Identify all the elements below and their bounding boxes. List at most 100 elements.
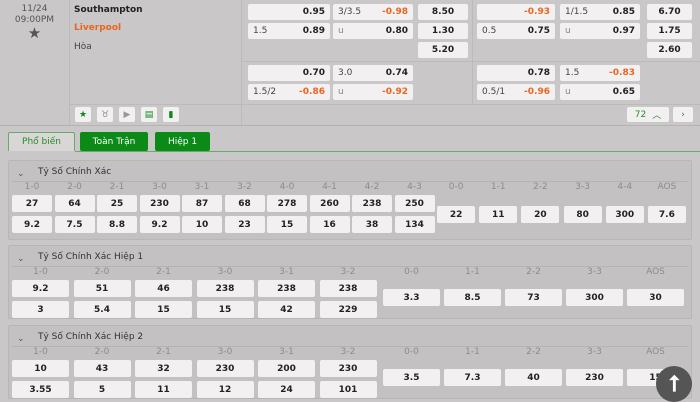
odds-cell[interactable]: u 0.65 — [560, 84, 640, 100]
score-odds[interactable]: 64 — [54, 195, 95, 212]
score-odds[interactable]: 87 — [182, 195, 222, 212]
more-markets-button[interactable]: 72 ︿ — [627, 107, 669, 122]
score-odds[interactable]: 10 — [182, 216, 222, 233]
score-odds[interactable]: 51 — [73, 280, 131, 297]
home-team[interactable]: Southampton — [74, 5, 143, 15]
odds-cell[interactable]: -0.93 — [477, 4, 555, 20]
lion-icon[interactable]: ♉ — [97, 107, 113, 122]
score-odds[interactable]: 24 — [258, 381, 315, 398]
score-odds[interactable]: 7.5 — [54, 216, 95, 233]
odds-cell[interactable]: u 0.80 — [333, 23, 413, 39]
odds-cell[interactable]: 0.5 0.75 — [477, 23, 555, 39]
stats-icon[interactable]: ▮ — [163, 107, 179, 122]
score-odds[interactable]: 300 — [605, 206, 644, 223]
odds-cell[interactable]: 1/1.5 0.85 — [560, 4, 640, 20]
score-odds[interactable]: 73 — [505, 289, 562, 306]
score-odds[interactable]: 230 — [196, 360, 254, 377]
score-odds[interactable]: 23 — [224, 216, 265, 233]
odds-cell[interactable]: 3/3.5 -0.98 — [333, 4, 413, 20]
score-odds[interactable]: 238 — [352, 195, 392, 212]
score-odds[interactable]: 7.3 — [444, 369, 501, 386]
score-odds[interactable]: 5 — [73, 381, 131, 398]
score-odds[interactable]: 11 — [479, 206, 518, 223]
odds-cell[interactable]: 1.5/2 -0.86 — [248, 84, 330, 100]
scoreboard-icon[interactable]: ▤ — [141, 107, 157, 122]
score-odds[interactable]: 25 — [97, 195, 137, 212]
score-odds[interactable]: 43 — [73, 360, 131, 377]
score-odds[interactable]: 15 — [196, 301, 254, 318]
score-odds[interactable]: 134 — [394, 216, 435, 233]
tab-toan-tran[interactable]: Toàn Trận — [80, 132, 148, 151]
score-odds[interactable]: 20 — [521, 206, 560, 223]
score-odds[interactable]: 230 — [319, 360, 377, 377]
odds-cell[interactable]: 3.0 0.74 — [333, 65, 413, 81]
score-odds[interactable]: 8.8 — [97, 216, 137, 233]
chevron-down-icon[interactable]: ⌄ — [17, 254, 25, 264]
odds-cell[interactable]: 2.60 — [647, 42, 692, 58]
odds-cell[interactable]: 0.5/1 -0.96 — [477, 84, 555, 100]
score-odds[interactable]: 38 — [352, 216, 392, 233]
score-odds[interactable]: 68 — [224, 195, 265, 212]
score-odds[interactable]: 3 — [12, 301, 69, 318]
score-odds[interactable]: 32 — [135, 360, 192, 377]
odds-cell[interactable]: 0.78 — [477, 65, 555, 81]
score-odds[interactable]: 16 — [309, 216, 350, 233]
chevron-down-icon[interactable]: ⌄ — [17, 334, 25, 344]
odds-cell[interactable]: 1.5 -0.83 — [560, 65, 640, 81]
score-odds[interactable]: 229 — [319, 301, 377, 318]
score-odds[interactable]: 278 — [267, 195, 307, 212]
score-odds[interactable]: 230 — [566, 369, 623, 386]
score-odds[interactable]: 3.55 — [12, 381, 69, 398]
odds-value: 0.97 — [612, 26, 635, 36]
star-icon[interactable]: ★ — [75, 107, 91, 122]
odds-cell[interactable]: 8.50 — [418, 4, 468, 20]
favorite-star-icon[interactable]: ★ — [27, 24, 42, 42]
score-odds[interactable]: 300 — [566, 289, 623, 306]
odds-cell[interactable]: u -0.92 — [333, 84, 413, 100]
score-odds[interactable]: 42 — [258, 301, 315, 318]
tab-pho-bien[interactable]: Phổ biến — [8, 132, 75, 151]
score-odds[interactable]: 22 — [437, 206, 476, 223]
score-odds[interactable]: 101 — [319, 381, 377, 398]
score-odds[interactable]: 3.3 — [383, 289, 440, 306]
score-odds[interactable]: 5.4 — [73, 301, 131, 318]
score-odds[interactable]: 15 — [135, 301, 192, 318]
away-team[interactable]: Liverpool — [74, 23, 122, 33]
odds-cell[interactable]: 1.5 0.89 — [248, 23, 330, 39]
score-odds[interactable]: 80 — [563, 206, 602, 223]
odds-value: -0.93 — [524, 7, 550, 17]
tab-hiep-1[interactable]: Hiệp 1 — [155, 132, 210, 151]
score-odds[interactable]: 238 — [258, 280, 315, 297]
score-odds[interactable]: 7.6 — [647, 206, 686, 223]
score-odds[interactable]: 30 — [627, 289, 684, 306]
play-icon[interactable]: ▶ — [119, 107, 135, 122]
score-odds[interactable]: 238 — [196, 280, 254, 297]
score-odds[interactable]: 11 — [135, 381, 192, 398]
score-odds[interactable]: 9.2 — [139, 216, 180, 233]
score-odds[interactable]: 15 — [267, 216, 307, 233]
score-odds[interactable]: 3.5 — [383, 369, 440, 386]
odds-cell[interactable]: u 0.97 — [560, 23, 640, 39]
odds-cell[interactable]: 5.20 — [418, 42, 468, 58]
odds-cell[interactable]: 6.70 — [647, 4, 692, 20]
score-odds[interactable]: 238 — [319, 280, 377, 297]
score-odds[interactable]: 8.5 — [444, 289, 501, 306]
score-odds[interactable]: 27 — [12, 195, 52, 212]
score-odds[interactable]: 9.2 — [12, 280, 69, 297]
chevron-right-icon[interactable]: › — [673, 107, 693, 122]
odds-cell[interactable]: 0.95 — [248, 4, 330, 20]
score-odds[interactable]: 9.2 — [12, 216, 52, 233]
score-odds[interactable]: 10 — [12, 360, 69, 377]
score-odds[interactable]: 260 — [309, 195, 350, 212]
score-odds[interactable]: 230 — [139, 195, 180, 212]
score-odds[interactable]: 40 — [505, 369, 562, 386]
score-odds[interactable]: 250 — [394, 195, 435, 212]
odds-cell[interactable]: 1.75 — [647, 23, 692, 39]
odds-cell[interactable]: 0.70 — [248, 65, 330, 81]
chevron-down-icon[interactable]: ⌄ — [17, 169, 25, 179]
score-odds[interactable]: 12 — [196, 381, 254, 398]
odds-cell[interactable]: 1.30 — [418, 23, 468, 39]
score-odds[interactable]: 200 — [258, 360, 315, 377]
score-odds[interactable]: 46 — [135, 280, 192, 297]
scroll-to-top-button[interactable]: ⭡ — [656, 366, 692, 402]
